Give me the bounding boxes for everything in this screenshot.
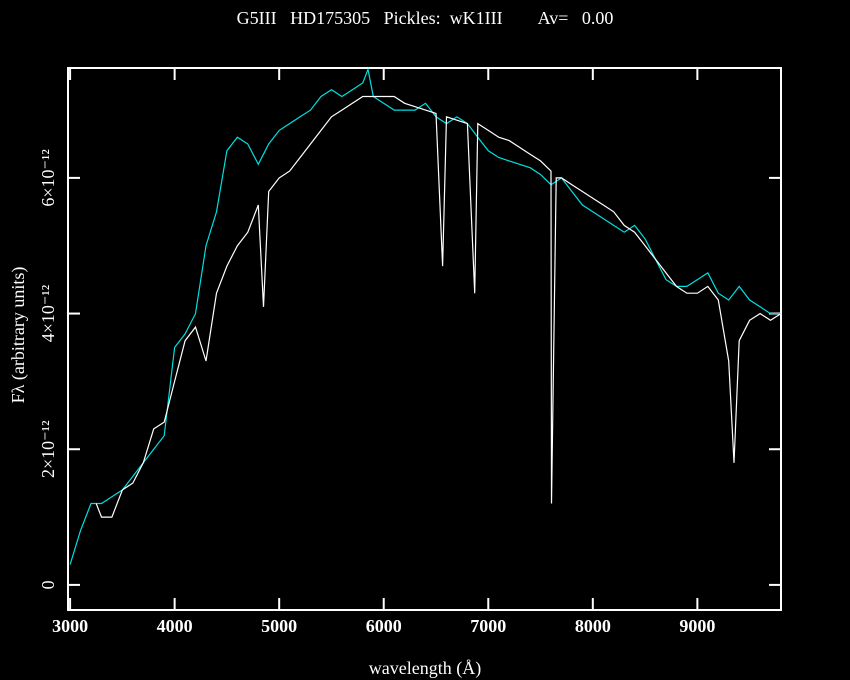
y-tick-label: 2×10⁻¹²: [38, 421, 58, 478]
x-tick-label: 7000: [470, 616, 506, 636]
y-tick-label: 6×10⁻¹²: [38, 149, 58, 206]
y-axis-label: Fλ (arbitrary units): [8, 267, 29, 404]
y-tick-label: 0: [38, 580, 58, 589]
x-tick-label: 8000: [575, 616, 611, 636]
x-tick-label: 4000: [157, 616, 193, 636]
chart-title: G5III HD175305 Pickles: wK1III Av= 0.00: [237, 8, 614, 28]
x-tick-label: 9000: [679, 616, 715, 636]
y-tick-label: 4×10⁻¹²: [38, 285, 58, 342]
x-tick-label: 6000: [366, 616, 402, 636]
plot-frame: [67, 67, 782, 611]
spectrum-line: [95, 95, 782, 518]
x-tick-label: 5000: [261, 616, 297, 636]
x-tick-label: 3000: [52, 616, 88, 636]
spectrum-line: [69, 67, 781, 565]
x-axis-label: wavelength (Å): [369, 658, 481, 679]
